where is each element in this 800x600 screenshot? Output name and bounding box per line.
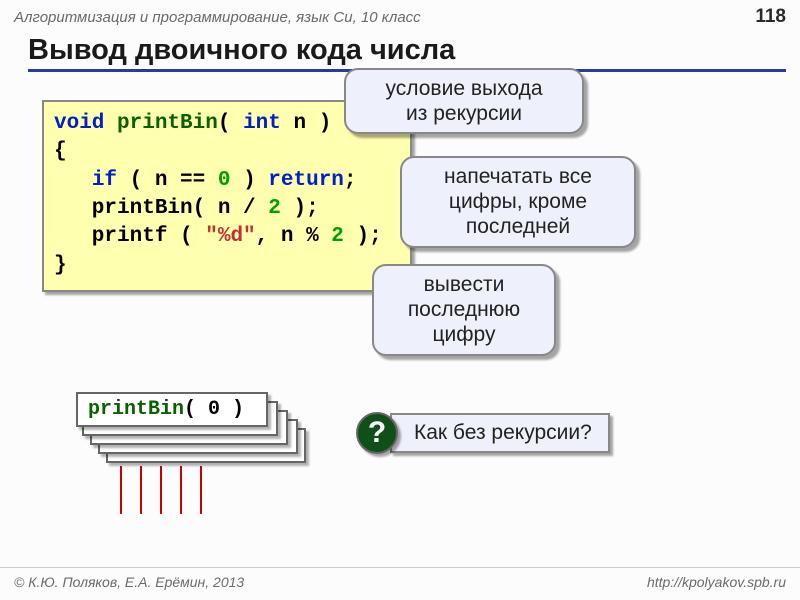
copyright: © К.Ю. Поляков, Е.А. Ерёмин, 2013: [14, 574, 244, 590]
stack-card-top: printBin( 0 ): [76, 392, 268, 427]
question-icon: ?: [356, 412, 398, 454]
red-line: [120, 466, 122, 514]
question-row: ? Как без рекурсии?: [356, 412, 610, 454]
callout-print-rest: напечатать все цифры, кроме последней: [400, 156, 636, 248]
content-area: void printBin( int n ) { if ( n == 0 ) r…: [0, 72, 800, 108]
red-line: [160, 466, 162, 514]
slide-header: Алгоритмизация и программирование, язык …: [0, 0, 800, 32]
recursion-stack: ) ) ; ; printBin( 0 ): [76, 392, 306, 492]
red-line: [180, 466, 182, 514]
slide-footer: © К.Ю. Поляков, Е.А. Ерёмин, 2013 http:/…: [0, 567, 800, 600]
red-line: [200, 466, 202, 514]
page-number: 118: [755, 6, 786, 28]
callout-exit-condition: условие выхода из рекурсии: [344, 68, 584, 134]
question-text: Как без рекурсии?: [390, 413, 610, 453]
red-line: [140, 466, 142, 514]
slide-title: Вывод двоичного кода числа: [28, 34, 786, 72]
footer-url: http://kpolyakov.spb.ru: [647, 574, 786, 590]
callout-print-last: вывести последнюю цифру: [372, 264, 556, 356]
subject-label: Алгоритмизация и программирование, язык …: [14, 9, 421, 26]
